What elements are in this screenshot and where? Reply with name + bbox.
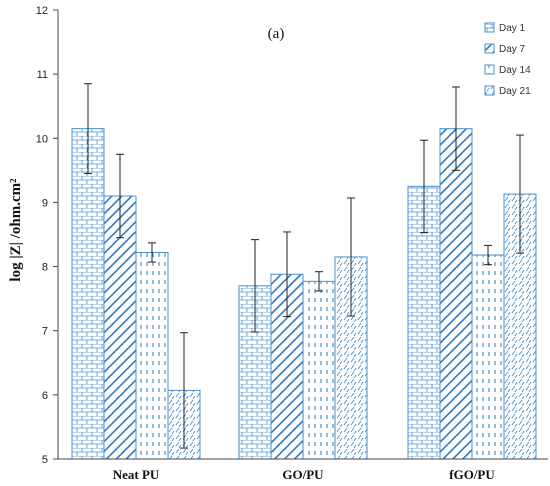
y-tick-label: 10	[36, 133, 48, 145]
legend-swatch	[484, 64, 495, 75]
x-category-label: GO/PU	[282, 467, 324, 482]
legend-label: Day 14	[499, 65, 531, 76]
legend: Day 1 Day 7 Day 14 Day 21	[484, 22, 531, 97]
legend-swatch	[484, 85, 495, 96]
plot-area	[71, 83, 537, 460]
y-tick-label: 6	[42, 390, 48, 402]
y-tick-label: 7	[42, 326, 48, 338]
bar-day-14-neat-pu	[135, 251, 169, 460]
legend-label: Day 1	[499, 23, 526, 34]
axes: 5 6 7 8 9 10 11 12 Neat PU GO/PU fGO/PU	[36, 5, 548, 482]
x-category-label: Neat PU	[113, 467, 160, 482]
bar-day-1-neat-pu	[71, 128, 105, 460]
y-tick-label: 5	[42, 454, 48, 466]
y-tick-label: 8	[42, 262, 48, 274]
y-tick-label: 11	[37, 69, 48, 81]
bar-day-7-neat-pu	[103, 195, 137, 460]
y-tick-label: 12	[36, 5, 48, 17]
x-category-label: fGO/PU	[449, 467, 495, 482]
legend-swatch	[484, 22, 495, 33]
legend-swatch	[484, 43, 495, 54]
legend-label: Day 7	[499, 44, 526, 55]
bar-day-7-fgo-pu	[439, 128, 473, 460]
bar-day-14-go-pu	[302, 280, 336, 460]
y-tick-label: 9	[42, 197, 48, 209]
legend-label: Day 21	[499, 86, 531, 97]
bar-day-14-fgo-pu	[471, 254, 505, 460]
y-axis-label: log |Z| /ohm.cm²	[8, 178, 24, 282]
chart-title: (a)	[268, 26, 285, 42]
